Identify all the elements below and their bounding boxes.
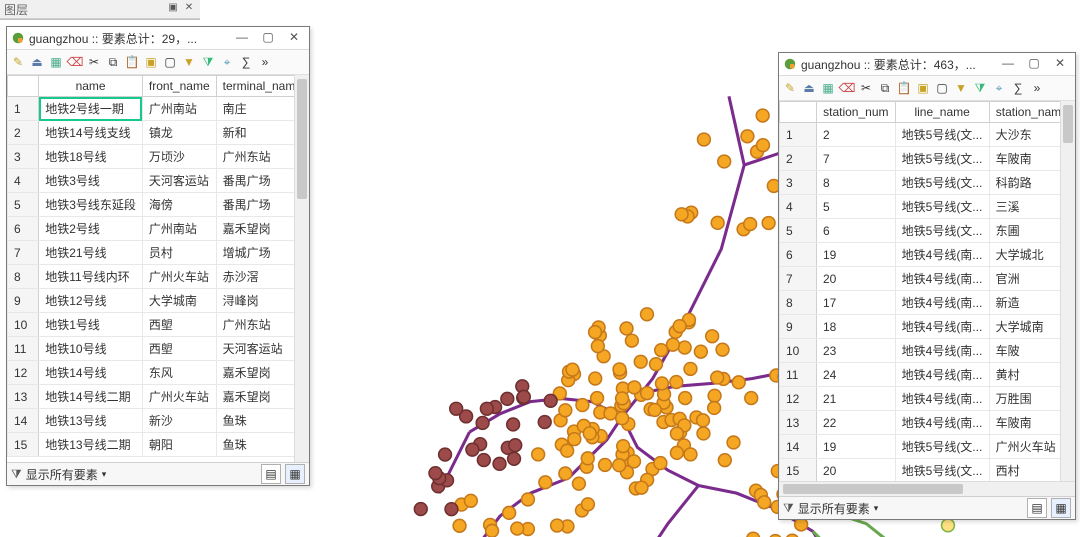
table-row[interactable]: 13地铁14号线二期广州火车站嘉禾望岗	[8, 385, 309, 409]
undock-icon[interactable]: ▣	[166, 2, 180, 16]
titlebar[interactable]: guangzhou :: 要素总计：463，... — ▢ ✕	[779, 53, 1075, 76]
attribute-table[interactable]: station_numline_namestation_name 12地铁5号线…	[779, 101, 1075, 481]
funnel-icon[interactable]: ⧩	[199, 53, 217, 71]
copy-icon[interactable]: ⧉	[876, 79, 894, 97]
table-row[interactable]: 1地铁2号线一期广州南站南庄	[8, 97, 309, 121]
table-row[interactable]: 38地铁5号线(文...科韵路	[780, 171, 1075, 195]
attribute-table[interactable]: namefront_nameterminal_name 1地铁2号线一期广州南站…	[7, 75, 309, 457]
table-row[interactable]: 1023地铁4号线(南...车陂	[780, 339, 1075, 363]
maximize-button[interactable]: ▢	[257, 29, 279, 47]
cut-icon[interactable]: ✂	[85, 53, 103, 71]
add-icon[interactable]: ▦	[47, 53, 65, 71]
calc-icon[interactable]: ∑	[237, 53, 255, 71]
table-row[interactable]: 11地铁10号线西塱天河客运站	[8, 337, 309, 361]
filter-icon: ⧩	[783, 501, 794, 516]
cut-icon[interactable]: ✂	[857, 79, 875, 97]
titlebar[interactable]: guangzhou :: 要素总计：29，... — ▢ ✕	[7, 27, 309, 50]
deselect-icon[interactable]: ▢	[161, 53, 179, 71]
column-header[interactable]: front_name	[142, 76, 216, 97]
minimize-button[interactable]: —	[997, 55, 1019, 73]
column-header[interactable]: line_name	[895, 102, 989, 123]
deselect-icon[interactable]: ▢	[933, 79, 951, 97]
table-row[interactable]: 1520地铁5号线(文...西村	[780, 459, 1075, 482]
status-text[interactable]: 显示所有要素	[26, 466, 98, 483]
table-row[interactable]: 3地铁18号线万顷沙广州东站	[8, 145, 309, 169]
table-row[interactable]: 9地铁12号线大学城南浔峰岗	[8, 289, 309, 313]
table-view-button[interactable]: ▦	[1051, 498, 1071, 518]
table-row[interactable]: 45地铁5号线(文...三溪	[780, 195, 1075, 219]
table-row[interactable]: 720地铁4号线(南...官洲	[780, 267, 1075, 291]
maximize-button[interactable]: ▢	[1023, 55, 1045, 73]
window-title: guangzhou :: 要素总计：29，...	[29, 30, 227, 47]
calc-icon[interactable]: ∑	[1009, 79, 1027, 97]
select-icon[interactable]: ▣	[142, 53, 160, 71]
status-text[interactable]: 显示所有要素	[798, 500, 870, 517]
table-view-button[interactable]: ▦	[285, 464, 305, 484]
close-icon[interactable]: ✕	[182, 2, 196, 16]
table-row[interactable]: 918地铁4号线(南...大学城南	[780, 315, 1075, 339]
edit-icon[interactable]: ✎	[9, 53, 27, 71]
column-header[interactable]: station_num	[817, 102, 896, 123]
close-button[interactable]: ✕	[283, 29, 305, 47]
layers-panel-title: 图层	[4, 1, 28, 18]
table-row[interactable]: 8地铁11号线内环广州火车站赤沙滘	[8, 265, 309, 289]
save-icon[interactable]: ⏏	[800, 79, 818, 97]
zoom-icon[interactable]: ⌖	[218, 53, 236, 71]
vertical-scrollbar[interactable]	[1060, 101, 1075, 481]
column-header[interactable]: name	[39, 76, 143, 97]
qgis-icon	[11, 31, 25, 45]
select-icon[interactable]: ▣	[914, 79, 932, 97]
toolbar: ✎ ⏏ ▦ ⌫ ✂ ⧉ 📋 ▣ ▢ ▼ ⧩ ⌖ ∑ »	[779, 76, 1075, 101]
filter-sel-icon[interactable]: ▼	[180, 53, 198, 71]
filter-icon: ⧩	[11, 467, 22, 482]
save-icon[interactable]: ⏏	[28, 53, 46, 71]
window-title: guangzhou :: 要素总计：463，...	[801, 56, 993, 73]
delete-icon[interactable]: ⌫	[838, 79, 856, 97]
table-row[interactable]: 12地铁5号线(文...大沙东	[780, 123, 1075, 147]
table-row[interactable]: 7地铁21号线员村增城广场	[8, 241, 309, 265]
paste-icon[interactable]: 📋	[123, 53, 141, 71]
table-row[interactable]: 4地铁3号线天河客运站番禺广场	[8, 169, 309, 193]
toolbar: ✎ ⏏ ▦ ⌫ ✂ ⧉ 📋 ▣ ▢ ▼ ⧩ ⌖ ∑ »	[7, 50, 309, 75]
add-icon[interactable]: ▦	[819, 79, 837, 97]
zoom-icon[interactable]: ⌖	[990, 79, 1008, 97]
table-row[interactable]: 6地铁2号线广州南站嘉禾望岗	[8, 217, 309, 241]
form-view-button[interactable]: ▤	[261, 464, 281, 484]
funnel-icon[interactable]: ⧩	[971, 79, 989, 97]
edit-icon[interactable]: ✎	[781, 79, 799, 97]
form-view-button[interactable]: ▤	[1027, 498, 1047, 518]
table-row[interactable]: 2地铁14号线支线镇龙新和	[8, 121, 309, 145]
table-row[interactable]: 10地铁1号线西塱广州东站	[8, 313, 309, 337]
table-row[interactable]: 56地铁5号线(文...东圃	[780, 219, 1075, 243]
attribute-table-window-2: guangzhou :: 要素总计：463，... — ▢ ✕ ✎ ⏏ ▦ ⌫ …	[778, 52, 1076, 520]
table-row[interactable]: 14地铁13号线新沙鱼珠	[8, 409, 309, 433]
attribute-table-window-1: guangzhou :: 要素总计：29，... — ▢ ✕ ✎ ⏏ ▦ ⌫ ✂…	[6, 26, 310, 486]
dropdown-icon[interactable]: ▾	[102, 469, 107, 480]
close-button[interactable]: ✕	[1049, 55, 1071, 73]
table-row[interactable]: 1124地铁4号线(南...黄村	[780, 363, 1075, 387]
table-row[interactable]: 619地铁4号线(南...大学城北	[780, 243, 1075, 267]
layers-panel: 图层 ▣ ✕	[0, 0, 200, 20]
table-row[interactable]: 1221地铁4号线(南...万胜围	[780, 387, 1075, 411]
more-icon[interactable]: »	[256, 53, 274, 71]
table-row[interactable]: 5地铁3号线东延段海傍番禺广场	[8, 193, 309, 217]
dropdown-icon[interactable]: ▾	[874, 503, 879, 514]
copy-icon[interactable]: ⧉	[104, 53, 122, 71]
qgis-icon	[783, 57, 797, 71]
filter-sel-icon[interactable]: ▼	[952, 79, 970, 97]
table-row[interactable]: 1322地铁4号线(南...车陂南	[780, 411, 1075, 435]
horizontal-scrollbar[interactable]	[779, 481, 1075, 496]
minimize-button[interactable]: —	[231, 29, 253, 47]
table-row[interactable]: 1419地铁5号线(文...广州火车站	[780, 435, 1075, 459]
table-row[interactable]: 817地铁4号线(南...新造	[780, 291, 1075, 315]
table-row[interactable]: 12地铁14号线东风嘉禾望岗	[8, 361, 309, 385]
table-row[interactable]: 27地铁5号线(文...车陂南	[780, 147, 1075, 171]
more-icon[interactable]: »	[1028, 79, 1046, 97]
table-row[interactable]: 15地铁13号线二期朝阳鱼珠	[8, 433, 309, 457]
delete-icon[interactable]: ⌫	[66, 53, 84, 71]
vertical-scrollbar[interactable]	[294, 75, 309, 462]
paste-icon[interactable]: 📋	[895, 79, 913, 97]
